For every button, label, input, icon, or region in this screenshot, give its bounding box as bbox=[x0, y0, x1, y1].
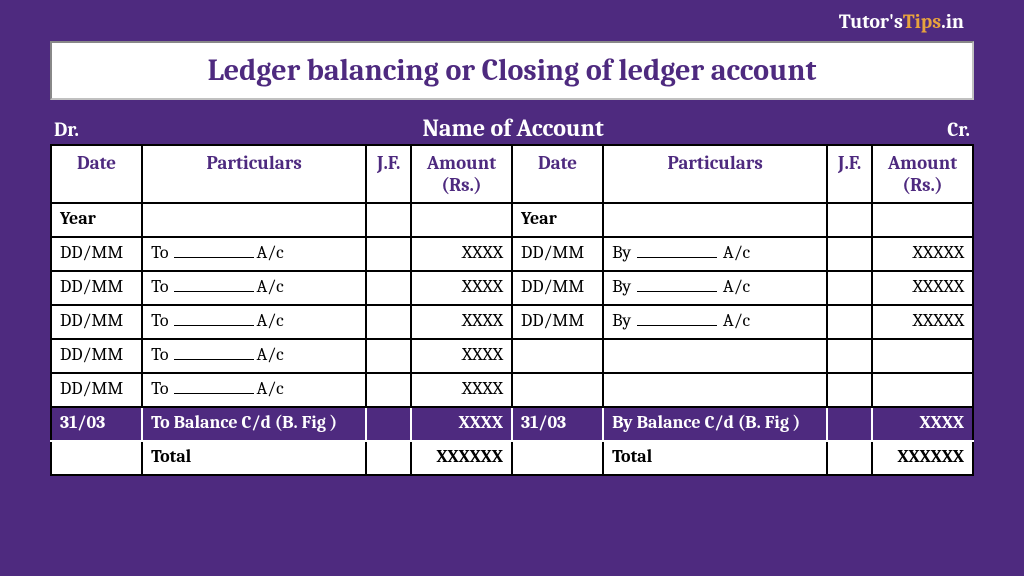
cell-amount: XXXX bbox=[411, 237, 512, 271]
cell-date bbox=[512, 339, 603, 373]
cell-amount: XXXXX bbox=[872, 237, 973, 271]
total-amt-dr: XXXXXX bbox=[411, 441, 512, 475]
cell-amount bbox=[872, 373, 973, 407]
cell-jf bbox=[827, 271, 872, 305]
col-date-cr: Date bbox=[512, 145, 603, 203]
year-row: Year Year bbox=[51, 203, 973, 237]
cell-particulars: By A/c bbox=[603, 271, 827, 305]
balance-text-dr: To Balance C/d (B. Fig ) bbox=[142, 407, 366, 441]
cell-jf bbox=[366, 339, 411, 373]
col-jf-cr: J.F. bbox=[827, 145, 872, 203]
cell-particulars bbox=[603, 339, 827, 373]
cell-particulars: To A/c bbox=[142, 237, 366, 271]
balance-text-cr: By Balance C/d (B. Fig ) bbox=[603, 407, 827, 441]
table-row: DD/MM To A/c XXXX bbox=[51, 339, 973, 373]
year-label-cr: Year bbox=[512, 203, 603, 237]
cell-jf bbox=[366, 237, 411, 271]
page-title: Ledger balancing or Closing of ledger ac… bbox=[72, 53, 952, 88]
balance-amt-cr: XXXX bbox=[872, 407, 973, 441]
watermark-part2: Tips bbox=[903, 10, 941, 33]
cell-particulars: To A/c bbox=[142, 339, 366, 373]
col-date-dr: Date bbox=[51, 145, 142, 203]
cell-amount: XXXX bbox=[411, 373, 512, 407]
watermark-part1: Tutor's bbox=[839, 10, 903, 33]
col-amount-dr: Amount (Rs.) bbox=[411, 145, 512, 203]
cell-date: DD/MM bbox=[512, 305, 603, 339]
table-row: DD/MM To A/c XXXX DD/MM By A/c XXXXX bbox=[51, 271, 973, 305]
cell-jf bbox=[366, 271, 411, 305]
cell-particulars: To A/c bbox=[142, 271, 366, 305]
cell-particulars: By A/c bbox=[603, 305, 827, 339]
cell-date: DD/MM bbox=[512, 237, 603, 271]
balance-amt-dr: XXXX bbox=[411, 407, 512, 441]
cell-jf bbox=[827, 305, 872, 339]
watermark: Tutor'sTips.in bbox=[50, 10, 974, 33]
cell-particulars: To A/c bbox=[142, 305, 366, 339]
account-name: Name of Account bbox=[79, 114, 947, 142]
cell-amount: XXXXX bbox=[872, 271, 973, 305]
cell-date bbox=[512, 373, 603, 407]
col-jf-dr: J.F. bbox=[366, 145, 411, 203]
balance-date-dr: 31/03 bbox=[51, 407, 142, 441]
cell-amount: XXXX bbox=[411, 339, 512, 373]
account-header: Dr. Name of Account Cr. bbox=[50, 114, 974, 142]
cell-particulars: By A/c bbox=[603, 237, 827, 271]
cell-date: DD/MM bbox=[51, 339, 142, 373]
credit-label: Cr. bbox=[947, 118, 970, 141]
total-amt-cr: XXXXXX bbox=[872, 441, 973, 475]
cell-jf bbox=[827, 373, 872, 407]
cell-jf bbox=[827, 237, 872, 271]
total-label-cr: Total bbox=[603, 441, 827, 475]
cell-particulars: To A/c bbox=[142, 373, 366, 407]
header-row: Date Particulars J.F. Amount (Rs.) Date … bbox=[51, 145, 973, 203]
table-row: DD/MM To A/c XXXX bbox=[51, 373, 973, 407]
col-particulars-cr: Particulars bbox=[603, 145, 827, 203]
table-row: DD/MM To A/c XXXX DD/MM By A/c XXXXX bbox=[51, 305, 973, 339]
table-row: DD/MM To A/c XXXX DD/MM By A/c XXXXX bbox=[51, 237, 973, 271]
balance-date-cr: 31/03 bbox=[512, 407, 603, 441]
ledger-table: Date Particulars J.F. Amount (Rs.) Date … bbox=[50, 144, 974, 476]
cell-particulars bbox=[603, 373, 827, 407]
year-label-dr: Year bbox=[51, 203, 142, 237]
cell-amount bbox=[872, 339, 973, 373]
col-amount-cr: Amount (Rs.) bbox=[872, 145, 973, 203]
balance-row: 31/03 To Balance C/d (B. Fig ) XXXX 31/0… bbox=[51, 407, 973, 441]
total-label-dr: Total bbox=[142, 441, 366, 475]
title-bar: Ledger balancing or Closing of ledger ac… bbox=[50, 41, 974, 100]
cell-date: DD/MM bbox=[51, 237, 142, 271]
cell-date: DD/MM bbox=[51, 305, 142, 339]
watermark-part3: .in bbox=[941, 10, 964, 33]
cell-jf bbox=[827, 339, 872, 373]
cell-jf bbox=[366, 373, 411, 407]
cell-amount: XXXX bbox=[411, 271, 512, 305]
total-row: Total XXXXXX Total XXXXXX bbox=[51, 441, 973, 475]
debit-label: Dr. bbox=[54, 118, 79, 141]
cell-amount: XXXXX bbox=[872, 305, 973, 339]
cell-amount: XXXX bbox=[411, 305, 512, 339]
cell-date: DD/MM bbox=[512, 271, 603, 305]
cell-jf bbox=[366, 305, 411, 339]
col-particulars-dr: Particulars bbox=[142, 145, 366, 203]
cell-date: DD/MM bbox=[51, 373, 142, 407]
cell-date: DD/MM bbox=[51, 271, 142, 305]
